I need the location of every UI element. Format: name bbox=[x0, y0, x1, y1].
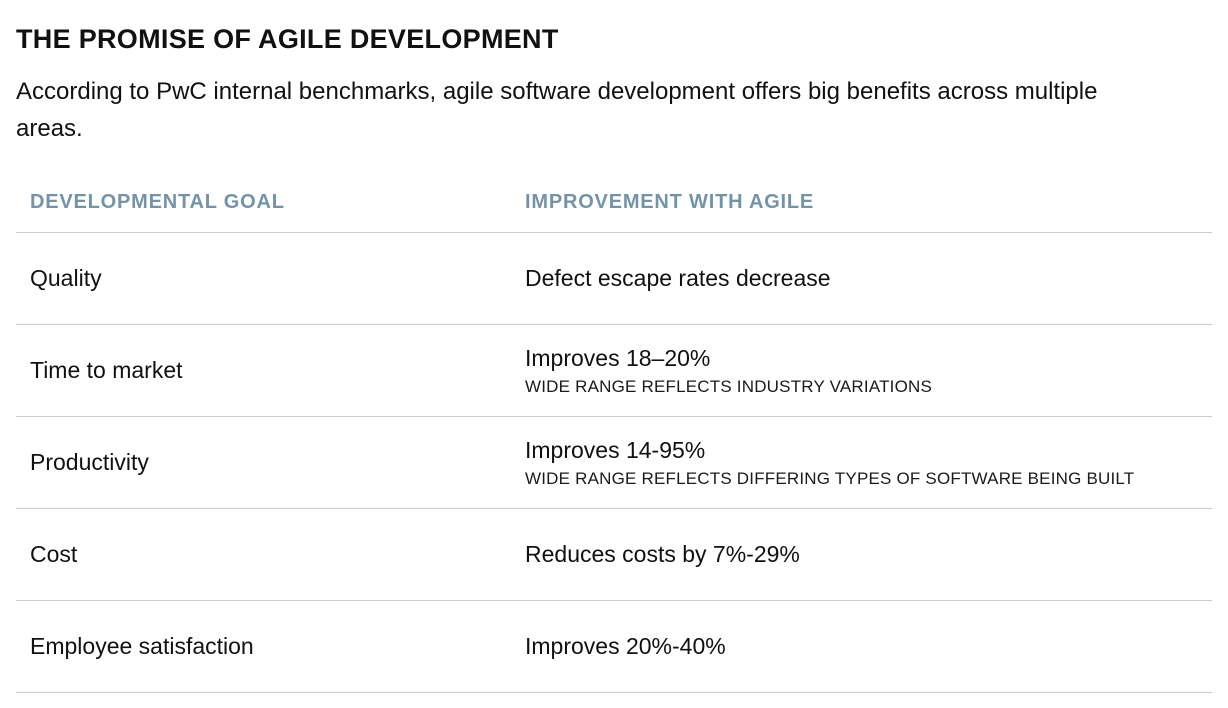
improvement-note: WIDE RANGE REFLECTS DIFFERING TYPES OF S… bbox=[525, 468, 1135, 488]
goal-cell: Time to market bbox=[30, 357, 183, 384]
column-header-developmental-goal: DEVELOPMENTAL GOAL bbox=[30, 191, 285, 214]
goal-cell: Quality bbox=[30, 265, 102, 292]
table-header-row: DEVELOPMENTAL GOAL IMPROVEMENT WITH AGIL… bbox=[16, 173, 1212, 234]
improvement-cell: Defect escape rates decrease bbox=[525, 265, 831, 292]
goal-cell: Productivity bbox=[30, 449, 149, 476]
page-subtitle: According to PwC internal benchmarks, ag… bbox=[16, 78, 1098, 143]
improvement-note: WIDE RANGE REFLECTS INDUSTRY VARIATIONS bbox=[525, 376, 933, 396]
improvement-cell: Reduces costs by 7%-29% bbox=[525, 541, 800, 568]
page-title: THE PROMISE OF AGILE DEVELOPMENT bbox=[16, 24, 559, 54]
table-row-cost: Cost Reduces costs by 7%-29% bbox=[16, 509, 1212, 602]
improvement-cell: Improves 18–20% bbox=[525, 344, 711, 371]
table-row-employee-satisfaction: Employee satisfaction Improves 20%-40% bbox=[16, 601, 1212, 694]
table-row-time-to-market: Time to market Improves 18–20% WIDE RANG… bbox=[16, 325, 1212, 418]
goal-cell: Cost bbox=[30, 541, 78, 568]
improvement-cell: Improves 20%-40% bbox=[525, 633, 726, 660]
column-header-improvement-with-agile: IMPROVEMENT WITH AGILE bbox=[525, 191, 815, 214]
goal-cell: Employee satisfaction bbox=[30, 633, 254, 660]
table-row-productivity: Productivity Improves 14-95% WIDE RANGE … bbox=[16, 417, 1212, 510]
table-row-quality: Quality Defect escape rates decrease bbox=[16, 233, 1212, 326]
agile-benefits-table: DEVELOPMENTAL GOAL IMPROVEMENT WITH AGIL… bbox=[16, 173, 1212, 694]
improvement-cell: Improves 14-95% bbox=[525, 436, 706, 463]
